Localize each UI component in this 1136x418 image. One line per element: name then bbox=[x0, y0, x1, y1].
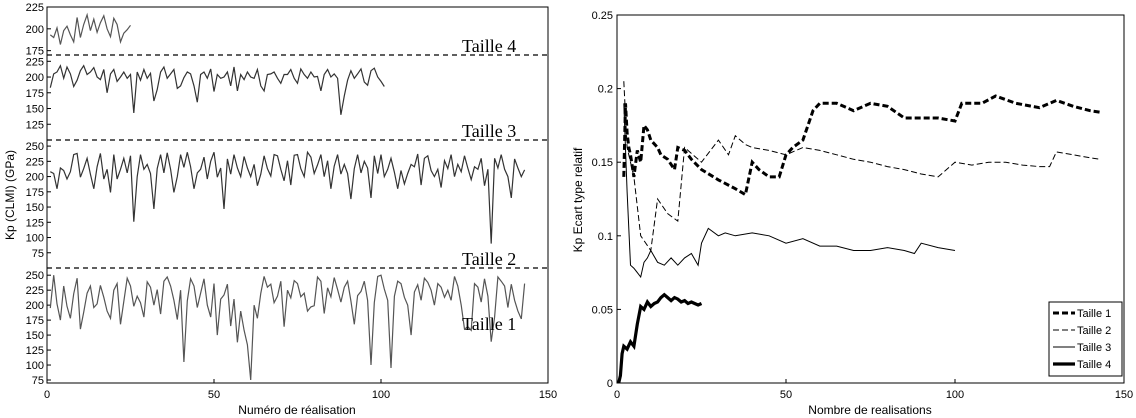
right-x-tick-label: 0 bbox=[614, 389, 620, 401]
right-x-tick-label: 150 bbox=[1115, 389, 1133, 401]
left-y-tick-label: 75 bbox=[32, 248, 44, 260]
right-series-line-3 bbox=[623, 103, 956, 279]
left-y-axis-label: Kp (CLMI) (GPa) bbox=[3, 150, 17, 240]
left-y-tick-label: 250 bbox=[26, 270, 44, 282]
right-chart: 0 0.05 0.1 0.15 0.2 0.25 0 50 100 150 Taille 1 Tail… bbox=[592, 10, 1134, 401]
left-y-tick-label: 125 bbox=[26, 217, 44, 229]
left-y-tick-label: 175 bbox=[26, 187, 44, 199]
left-series-line-4 bbox=[49, 12, 131, 45]
left-series-line-3 bbox=[49, 64, 385, 115]
left-y-tick-label: 175 bbox=[26, 46, 44, 58]
panel-label: Taille 4 bbox=[462, 36, 516, 56]
left-y-tick-label: 225 bbox=[26, 2, 44, 14]
legend-label: Taille 2 bbox=[1077, 325, 1111, 337]
right-x-axis-label: Nombre de realisations bbox=[808, 403, 931, 417]
left-y-tick-label: 175 bbox=[26, 88, 44, 100]
right-y-tick-label: 0.05 bbox=[592, 304, 613, 316]
left-y-tick-label: 200 bbox=[26, 72, 44, 84]
left-y-tick-label: 175 bbox=[26, 315, 44, 327]
right-series-line-2 bbox=[623, 81, 1101, 252]
left-y-tick-label: 150 bbox=[26, 202, 44, 214]
left-series-line-1 bbox=[49, 274, 526, 381]
left-y-tick-label: 150 bbox=[26, 104, 44, 116]
legend-label: Taille 3 bbox=[1077, 342, 1111, 354]
left-y-tick-label: 200 bbox=[26, 300, 44, 312]
right-y-tick-label: 0.1 bbox=[598, 231, 613, 243]
right-y-tick-label: 0.2 bbox=[598, 84, 613, 96]
right-series-line-4 bbox=[617, 292, 703, 384]
left-series-line-2 bbox=[50, 150, 526, 244]
left-y-tick-label: 125 bbox=[26, 345, 44, 357]
left-plot-frame bbox=[46, 6, 549, 384]
left-y-tick-label: 125 bbox=[26, 119, 44, 131]
right-y-tick-label: 0 bbox=[607, 378, 613, 390]
left-y-tick-label: 100 bbox=[26, 233, 44, 245]
right-x-tick-label: 50 bbox=[780, 389, 792, 401]
left-x-tick-label: 50 bbox=[208, 389, 220, 401]
right-y-tick-label: 0.25 bbox=[592, 10, 613, 22]
left-y-tick-label: 200 bbox=[26, 24, 44, 36]
left-y-tick-label: 250 bbox=[26, 141, 44, 153]
left-y-tick-label: 225 bbox=[26, 285, 44, 297]
left-y-tick-label: 225 bbox=[26, 56, 44, 68]
legend-label: Taille 4 bbox=[1077, 359, 1111, 371]
left-y-tick-label: 75 bbox=[32, 375, 44, 387]
left-x-axis-label: Numéro de réalisation bbox=[238, 403, 355, 417]
right-series-line-1 bbox=[622, 94, 1101, 197]
right-x-tick-label: 100 bbox=[946, 389, 964, 401]
right-plot-frame bbox=[616, 14, 1125, 384]
panel-label: Taille 1 bbox=[462, 314, 516, 334]
right-y-tick-label: 0.15 bbox=[592, 157, 613, 169]
left-y-tick-label: 200 bbox=[26, 172, 44, 184]
left-x-tick-label: 0 bbox=[44, 389, 50, 401]
left-y-tick-label: 100 bbox=[26, 360, 44, 372]
left-x-tick-label: 150 bbox=[539, 389, 557, 401]
right-y-axis-label: Kp Ecart type relatif bbox=[571, 147, 585, 252]
panel-label: Taille 3 bbox=[462, 121, 516, 141]
left-x-tick-label: 100 bbox=[372, 389, 390, 401]
left-y-tick-label: 225 bbox=[26, 156, 44, 168]
panel-label: Taille 2 bbox=[462, 249, 516, 269]
left-y-tick-label: 150 bbox=[26, 330, 44, 342]
left-chart: 225 200 175 Taille 4 225 200 175 150 125 Taille 3… bbox=[26, 2, 558, 401]
legend-label: Taille 1 bbox=[1077, 308, 1111, 320]
